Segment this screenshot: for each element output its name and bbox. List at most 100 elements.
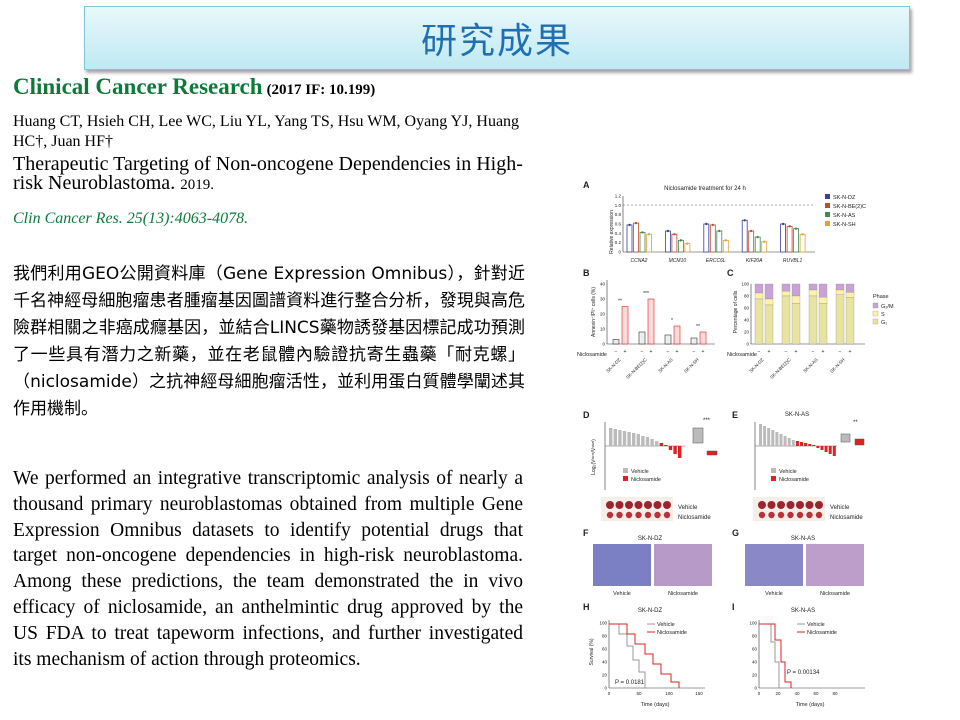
tumor-specimen — [786, 501, 795, 509]
panel-d-waterfall-bar — [664, 445, 668, 446]
panel-b-ytick: 10 — [600, 327, 606, 332]
panel-e-waterfall-bar — [787, 438, 791, 446]
panel-a-ytick: 0.4 — [615, 231, 622, 236]
panel-a-point — [641, 231, 644, 234]
panel-c-sign: − — [758, 349, 761, 355]
panel-c-bar-segment — [808, 283, 818, 291]
panel-d-waterfall-bar — [622, 431, 627, 446]
tumor-specimen — [768, 511, 775, 519]
journal-line: Clinical Cancer Research (2017 IF: 10.19… — [13, 74, 375, 100]
panel-b-ytick: 30 — [600, 297, 606, 302]
panel-d-waterfall-bar — [668, 446, 673, 450]
panel-letter-d: D — [583, 410, 590, 420]
panel-a-bar — [786, 225, 793, 253]
panel-a-point — [763, 240, 766, 243]
panel-c-legend-label: G₁ — [881, 320, 887, 326]
page-title: 研究成果 — [420, 21, 573, 62]
panel-d-waterfall-bar — [673, 446, 677, 454]
panel-i-ytick: 60 — [752, 647, 758, 652]
tumor-specimen — [635, 511, 642, 519]
tumor-specimen — [615, 501, 624, 509]
panel-b-bar — [690, 337, 698, 345]
panel-h-pvalue: P = 0.0181 — [615, 680, 645, 686]
panel-f-label-vehicle: Vehicle — [613, 591, 631, 597]
panel-c-cell-label: SK-N-DZ — [748, 357, 765, 374]
tumor-specimen — [644, 511, 652, 519]
panel-a-ylabel: Relative expression — [609, 210, 615, 254]
panel-a-point — [673, 233, 676, 236]
tumor-specimen — [815, 501, 823, 509]
panel-a-point — [705, 222, 708, 226]
panel-d-waterfall-bar — [645, 437, 650, 446]
tumor-label-niclo-right: Niclosamide — [830, 515, 863, 521]
panel-a-ytick: 0 — [618, 250, 621, 255]
panel-d-legend-vehicle-swatch — [623, 468, 628, 473]
panel-i-ytick: 40 — [752, 660, 758, 665]
panel-i-xtick: 0 — [758, 691, 761, 696]
panel-b-sign: + — [650, 349, 653, 355]
panel-a-legend-label: SK-N-AS — [833, 213, 856, 219]
panel-e-waterfall-bar — [763, 426, 767, 446]
panel-a-gene-label: KIF20A — [746, 258, 763, 264]
figure-svg: A B C D E F G H I Niclosamide treatment … — [577, 180, 894, 708]
panel-b-sig: ** — [618, 299, 622, 305]
panel-h-ytick: 80 — [602, 634, 608, 639]
panel-letter-i: I — [732, 602, 735, 612]
panel-c-ytick: 20 — [744, 330, 750, 335]
panel-a-legend-swatch — [825, 221, 830, 226]
panel-h-title: SK-N-DZ — [638, 608, 663, 614]
tumor-specimen — [606, 511, 614, 519]
panel-a-bar — [671, 233, 678, 253]
panel-c-bar-segment — [818, 297, 828, 304]
panel-b-sig: ** — [696, 324, 700, 330]
panel-e-legend-vehicle-swatch — [771, 468, 776, 473]
tumor-specimen — [758, 511, 766, 519]
panel-d-box-vehicle — [692, 427, 704, 444]
panel-c-bar-segment — [845, 292, 855, 298]
panel-a-ytick: 0.2 — [615, 240, 622, 245]
research-figure: A B C D E F G H I Niclosamide treatment … — [575, 172, 950, 712]
panel-d-waterfall-bar — [659, 443, 663, 446]
panel-c-bar-segment — [764, 304, 774, 345]
panel-f-vehicle-image — [593, 544, 651, 586]
panel-c-bar-segment — [781, 291, 791, 297]
tumor-specimen — [815, 511, 823, 519]
panel-a-point — [724, 239, 727, 242]
panel-b-xlabel: Niclosamide — [577, 352, 607, 358]
panel-a-point — [679, 239, 683, 242]
panel-e-waterfall-bar — [808, 444, 812, 446]
panel-a-bar — [793, 228, 800, 253]
panel-b-ylabel: Annexin⁺/PI⁺ cells (%) — [591, 287, 597, 337]
tumor-label-niclo-left: Niclosamide — [678, 515, 711, 521]
panel-d-waterfall-bar — [650, 439, 654, 446]
tumor-specimen — [653, 501, 662, 509]
panel-a-point — [743, 219, 746, 222]
panel-i-vehicle-curve — [759, 623, 780, 688]
journal-name: Clinical Cancer Research — [13, 74, 263, 99]
panel-e-legend-niclo-swatch — [771, 476, 776, 481]
paper-year: 2019. — [180, 177, 214, 193]
panel-a-legend-swatch — [825, 203, 830, 208]
panel-c-bar-segment — [754, 298, 764, 345]
panel-b-cell-label: SK-N-SH — [683, 357, 700, 374]
panel-c-cell-label: SK-N-BE(2)C — [769, 357, 792, 380]
panel-d-legend-niclo-swatch — [623, 476, 628, 481]
panel-a-point — [628, 223, 631, 227]
panel-c-bar-segment — [781, 283, 791, 292]
tumor-specimen — [767, 501, 776, 509]
panel-a-point — [788, 225, 791, 228]
panel-e-legend-niclo: Niclosamide — [779, 477, 809, 483]
panel-a-ytick: 0.6 — [615, 222, 622, 227]
panel-b-bar — [638, 331, 646, 345]
panel-b-bar — [664, 334, 672, 345]
panel-i-xtick: 60 — [813, 691, 819, 696]
panel-c-ytick: 0 — [746, 342, 749, 347]
panel-c-bar-segment — [754, 283, 764, 294]
panel-b-cell-label: SK-N-DZ — [605, 357, 622, 374]
panel-a-point — [756, 235, 759, 239]
panel-a-bar — [780, 223, 787, 253]
panel-f-title: SK-N-DZ — [638, 536, 663, 542]
panel-a-bar — [684, 243, 691, 253]
